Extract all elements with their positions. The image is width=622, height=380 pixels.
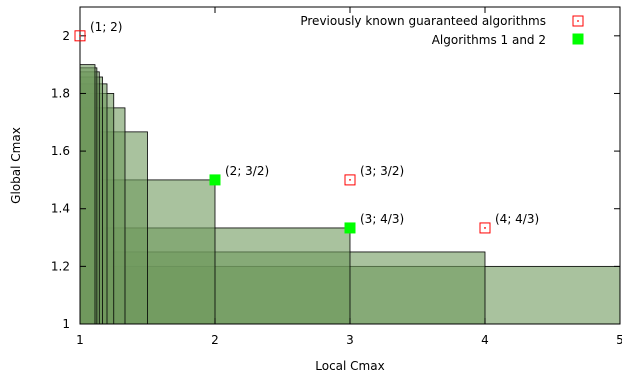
marker-center-dot bbox=[79, 34, 81, 37]
point-label: (3; 4/3) bbox=[360, 212, 404, 226]
x-tick-label: 3 bbox=[346, 333, 354, 347]
y-axis-label: Global Cmax bbox=[9, 127, 23, 204]
y-tick-label: 1.8 bbox=[51, 86, 70, 100]
point-label: (1; 2) bbox=[90, 20, 123, 34]
region-rect bbox=[79, 64, 96, 325]
marker-center-dot bbox=[349, 179, 351, 181]
open-square-marker bbox=[74, 30, 86, 42]
previous-algorithm-point bbox=[74, 30, 86, 42]
x-tick-label: 2 bbox=[211, 333, 219, 347]
x-tick-label: 4 bbox=[481, 333, 489, 347]
legend-marker-algorithms bbox=[572, 33, 584, 45]
legend: Previously known guaranteed algorithms A… bbox=[300, 14, 584, 47]
y-tick-label: 1 bbox=[62, 317, 70, 331]
x-tick-label: 5 bbox=[616, 333, 622, 347]
marker-center-dot bbox=[484, 227, 486, 229]
open-square-marker bbox=[572, 15, 584, 27]
legend-label-previous: Previously known guaranteed algorithms bbox=[300, 14, 546, 28]
x-tick-label: 1 bbox=[76, 333, 84, 347]
legend-label-algorithms: Algorithms 1 and 2 bbox=[432, 33, 546, 47]
regions-layer bbox=[79, 64, 621, 325]
legend-marker-previous bbox=[572, 15, 584, 27]
previous-algorithm-point bbox=[344, 174, 356, 186]
y-tick-label: 1.4 bbox=[51, 202, 70, 216]
point-label: (3; 3/2) bbox=[360, 164, 404, 178]
point-label: (2; 3/2) bbox=[225, 164, 269, 178]
points-layer: (1; 2) (3; 3/2) (4; 4/3) (2; 3/2) (3; 4/3) bbox=[74, 20, 539, 234]
algorithms-point bbox=[344, 222, 356, 234]
previous-algorithm-point bbox=[479, 222, 491, 234]
legend-filled-square bbox=[572, 33, 584, 45]
x-axis-label: Local Cmax bbox=[315, 359, 384, 373]
y-tick-label: 2 bbox=[62, 29, 70, 43]
marker-center-dot bbox=[577, 20, 579, 22]
open-square-marker bbox=[344, 174, 356, 186]
y-tick-label: 1.2 bbox=[51, 259, 70, 273]
algorithms-point bbox=[209, 174, 221, 186]
point-label: (4; 4/3) bbox=[495, 212, 539, 226]
legend-open-square bbox=[572, 15, 584, 27]
open-square-marker bbox=[479, 222, 491, 234]
y-tick-label: 1.6 bbox=[51, 144, 70, 158]
